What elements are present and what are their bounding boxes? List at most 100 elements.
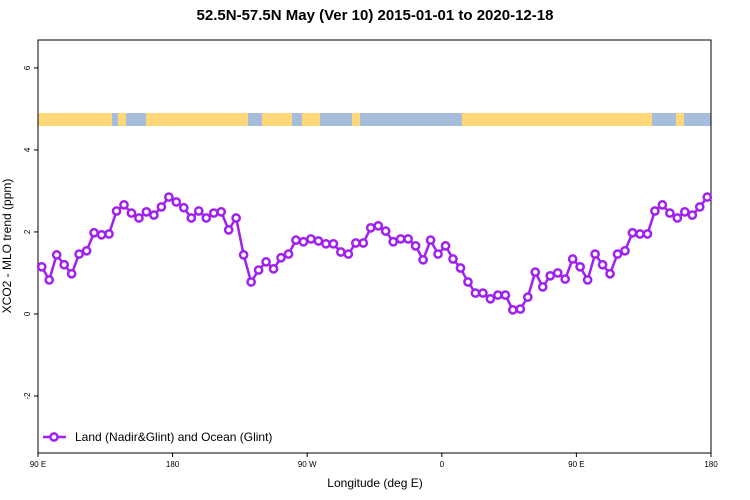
- plot-frame: [37, 39, 712, 454]
- land-ocean-strip: [38, 113, 711, 126]
- data-point: [141, 206, 152, 217]
- data-point: [365, 222, 376, 233]
- x-axis-label: Longitude (deg E): [327, 476, 422, 490]
- data-point: [171, 197, 182, 207]
- data-point: [44, 275, 55, 285]
- data-point: [522, 292, 533, 303]
- data-point: [178, 202, 189, 213]
- data-point: [246, 277, 256, 287]
- data-point: [253, 265, 264, 275]
- data-point: [545, 270, 556, 281]
- y-tick-label: -2: [23, 392, 32, 400]
- data-point: [268, 264, 279, 274]
- data-point: [650, 206, 660, 216]
- x-tick-label: 180: [166, 460, 180, 469]
- data-point: [358, 238, 369, 248]
- data-point: [328, 238, 339, 249]
- data-point: [149, 210, 159, 220]
- data-point: [380, 226, 391, 236]
- data-point: [627, 227, 638, 238]
- data-point: [59, 259, 70, 270]
- data-point: [485, 293, 496, 304]
- data-point: [156, 202, 167, 212]
- data-point: [89, 227, 99, 238]
- data-point: [665, 208, 675, 218]
- legend-label: Land (Nadir&Glint) and Ocean (Glint): [75, 430, 272, 444]
- data-point: [96, 229, 107, 240]
- data-point: [418, 254, 428, 265]
- data-point: [679, 206, 690, 217]
- data-point: [388, 236, 399, 247]
- data-point: [231, 213, 242, 223]
- data-point: [276, 252, 286, 263]
- data-point: [597, 259, 608, 270]
- data-point: [216, 206, 227, 217]
- y-tick-label: 4: [23, 147, 32, 152]
- data-point: [620, 245, 630, 256]
- x-tick-label: 90 E: [30, 460, 46, 469]
- data-point: [193, 206, 204, 216]
- data-point: [238, 250, 249, 260]
- data-point: [463, 277, 473, 287]
- data-point: [672, 213, 683, 223]
- data-point: [321, 238, 331, 249]
- data-point: [134, 213, 144, 223]
- x-tick-label: 180: [704, 460, 718, 469]
- data-point: [575, 261, 585, 272]
- data-point: [515, 304, 526, 314]
- data-point: [306, 234, 316, 244]
- data-point: [537, 282, 548, 292]
- data-point: [164, 192, 174, 202]
- data-point: [81, 245, 92, 256]
- data-point: [455, 263, 466, 273]
- y-tick-label: 6: [23, 65, 32, 70]
- data-point: [478, 288, 488, 298]
- data-point: [66, 268, 77, 279]
- data-point: [343, 249, 354, 259]
- data-point: [36, 261, 47, 272]
- chart-title: 52.5N-57.5N May (Ver 10) 2015-01-01 to 2…: [197, 7, 554, 24]
- data-point: [51, 250, 62, 260]
- data-point: [470, 288, 481, 298]
- data-point: [313, 236, 324, 246]
- x-tick-label: 90 W: [298, 460, 317, 469]
- data-point: [433, 249, 443, 259]
- data-point: [567, 254, 578, 264]
- data-point: [425, 235, 436, 245]
- data-point: [261, 257, 271, 267]
- data-point: [440, 241, 451, 251]
- data-point: [395, 234, 406, 244]
- data-point: [186, 213, 197, 223]
- data-point: [530, 267, 541, 277]
- data-point: [350, 238, 361, 248]
- data-point: [657, 200, 668, 210]
- data-point: [605, 268, 615, 279]
- data-point: [336, 247, 346, 257]
- data-point: [410, 241, 421, 251]
- data-point: [500, 290, 511, 300]
- data-point: [582, 275, 593, 285]
- data-point: [642, 229, 653, 239]
- y-axis-label: XCO2 - MLO trend (ppm): [0, 179, 14, 314]
- data-point: [126, 208, 137, 218]
- data-point: [104, 229, 114, 239]
- data-point: [507, 305, 518, 315]
- data-point: [560, 274, 571, 284]
- data-point: [291, 235, 301, 245]
- data-point: [201, 213, 212, 223]
- data-point: [223, 225, 234, 235]
- data-point: [283, 249, 294, 259]
- x-tick-label: 0: [440, 460, 445, 469]
- data-point: [74, 249, 84, 259]
- data-point: [373, 220, 384, 231]
- data-point: [298, 236, 309, 247]
- data-point: [635, 229, 645, 239]
- data-point: [448, 254, 458, 264]
- data-point: [119, 200, 129, 210]
- data-point: [702, 192, 713, 202]
- legend-marker: [49, 432, 59, 442]
- data-point: [612, 249, 623, 259]
- y-tick-label: 0: [23, 311, 32, 316]
- y-tick-label: 2: [23, 229, 32, 234]
